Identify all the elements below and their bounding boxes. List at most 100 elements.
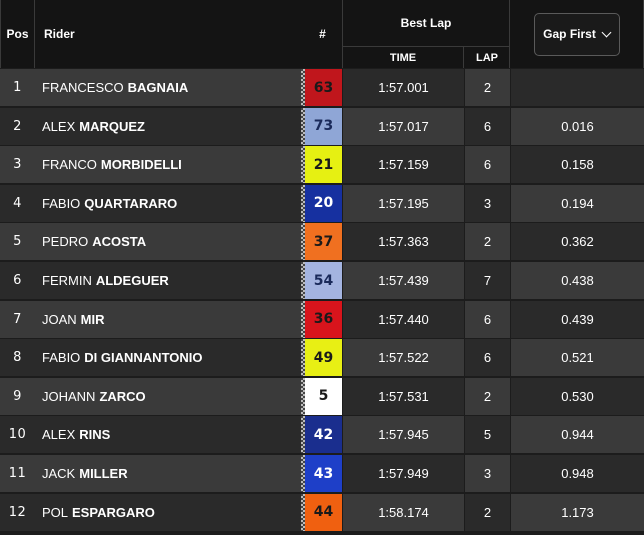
position: 10: [8, 427, 27, 443]
gap-header: Gap First: [510, 0, 644, 68]
checkered-flag-strip: [301, 184, 305, 222]
best-lap-number: 2: [483, 234, 492, 250]
rider-name[interactable]: ALEX RINS: [35, 416, 301, 453]
rider-name[interactable]: JOHANN ZARCO: [35, 378, 301, 415]
gap-first-dropdown[interactable]: Gap First: [533, 12, 620, 56]
rider-name[interactable]: POL ESPARGARO: [35, 494, 301, 531]
gap-to-first: 0.016: [561, 118, 594, 134]
best-lap-time: 1:57.522: [378, 350, 429, 366]
table-row[interactable]: 7 JOAN MIR 36 1:57.440 6 0.439: [0, 299, 644, 338]
rider-name[interactable]: FABIO QUARTARARO: [35, 185, 301, 222]
best-lap-number: 6: [483, 157, 492, 173]
table-row[interactable]: 3 FRANCO MORBIDELLI 21 1:57.159 6 0.158: [0, 145, 644, 184]
rider-number-badge: 37: [305, 223, 342, 261]
checkered-flag-strip: [301, 455, 305, 492]
table-row[interactable]: 4 FABIO QUARTARARO 20 1:57.195 3 0.194: [0, 183, 644, 222]
rider-first-name: FRANCESCO: [42, 80, 124, 95]
position: 2: [13, 118, 22, 134]
rider-name[interactable]: ALEX MARQUEZ: [35, 108, 301, 145]
position: 8: [13, 350, 22, 366]
rider-number-badge: 73: [305, 107, 342, 145]
table-row[interactable]: 12 POL ESPARGARO 44 1:58.174 2 1.173: [0, 492, 644, 531]
position: 11: [8, 466, 27, 481]
best-lap-header: Best Lap TIME LAP: [343, 0, 510, 68]
table-row[interactable]: 2 ALEX MARQUEZ 73 1:57.017 6 0.016: [0, 106, 644, 145]
best-lap-number: 2: [483, 388, 492, 404]
checkered-flag-strip: [301, 493, 305, 531]
best-lap-time: 1:57.945: [378, 427, 429, 443]
gap-to-first: 0.530: [561, 388, 594, 404]
best-lap-number: 3: [483, 195, 492, 211]
best-lap-number: 6: [483, 118, 492, 134]
rider-name[interactable]: FABIO DI GIANNANTONIO: [35, 339, 301, 376]
best-lap-time: 1:57.363: [378, 234, 429, 250]
rider-number-badge: 20: [305, 184, 342, 222]
best-lap-time: 1:57.195: [378, 195, 429, 211]
rider-number-badge: 43: [305, 455, 342, 492]
best-lap-number: 2: [483, 80, 492, 95]
gap-to-first: 0.948: [561, 466, 594, 481]
rider-last-name: MORBIDELLI: [100, 157, 182, 173]
rider-last-name: MILLER: [79, 466, 128, 481]
rider-name[interactable]: FERMIN ALDEGUER: [35, 262, 301, 299]
best-lap-number: 7: [483, 273, 492, 288]
table-row[interactable]: 5 PEDRO ACOSTA 37 1:57.363 2 0.362: [0, 222, 644, 261]
rider-first-name: FABIO: [42, 350, 81, 366]
gap-to-first: 0.944: [561, 427, 594, 443]
best-lap-time: 1:57.001: [378, 80, 429, 95]
lap-header: LAP: [476, 51, 498, 64]
checkered-flag-strip: [301, 146, 305, 184]
rider-last-name: MARQUEZ: [79, 118, 145, 134]
position: 12: [8, 504, 27, 520]
rider-name[interactable]: FRANCESCO BAGNAIA: [35, 69, 301, 106]
rider-last-name: ALDEGUER: [95, 273, 169, 288]
position: 9: [13, 388, 22, 404]
gap-to-first: 0.439: [561, 311, 594, 327]
best-lap-time: 1:57.949: [378, 466, 429, 481]
gap-to-first: 1.173: [561, 504, 594, 520]
rider-first-name: ALEX: [42, 118, 76, 134]
rider-last-name: QUARTARARO: [84, 195, 178, 211]
position: 5: [13, 234, 22, 250]
best-lap-time: 1:57.159: [378, 157, 429, 173]
chevron-down-icon: [601, 27, 612, 37]
best-lap-time: 1:58.174: [378, 504, 429, 520]
pos-header: Pos: [0, 0, 35, 68]
best-lap-number: 6: [483, 311, 492, 327]
rider-number-badge: 63: [305, 69, 342, 106]
rider-number-badge: 5: [305, 377, 342, 415]
checkered-flag-strip: [301, 223, 305, 261]
best-lap-number: 2: [483, 504, 492, 520]
rider-first-name: FABIO: [42, 195, 81, 211]
rider-first-name: JOAN: [42, 311, 77, 327]
rider-name[interactable]: JACK MILLER: [35, 455, 301, 492]
rider-name[interactable]: FRANCO MORBIDELLI: [35, 146, 301, 183]
table-header: Pos Rider # Best Lap TIME LAP Gap First: [0, 0, 644, 68]
table-row[interactable]: 8 FABIO DI GIANNANTONIO 49 1:57.522 6 0.521: [0, 338, 644, 377]
checkered-flag-strip: [301, 69, 305, 106]
position: 3: [13, 157, 22, 173]
gap-to-first: [511, 69, 644, 106]
table-row[interactable]: 1 FRANCESCO BAGNAIA 63 1:57.001 2: [0, 68, 644, 106]
rider-name[interactable]: PEDRO ACOSTA: [35, 223, 301, 260]
rider-first-name: JACK: [42, 466, 76, 481]
best-lap-number: 6: [483, 350, 492, 366]
checkered-flag-strip: [301, 262, 305, 299]
rider-number-badge: 36: [305, 300, 342, 338]
rider-number-badge: 42: [305, 416, 342, 454]
best-lap-time: 1:57.017: [378, 118, 429, 134]
rider-last-name: RINS: [79, 427, 111, 443]
table-row[interactable]: 6 FERMIN ALDEGUER 54 1:57.439 7 0.438: [0, 261, 644, 299]
best-lap-time: 1:57.531: [378, 388, 429, 404]
rider-first-name: ALEX: [42, 427, 76, 443]
checkered-flag-strip: [301, 107, 305, 145]
gap-to-first: 0.362: [561, 234, 594, 250]
checkered-flag-strip: [301, 377, 305, 415]
rider-name[interactable]: JOAN MIR: [35, 301, 301, 338]
table-row[interactable]: 9 JOHANN ZARCO 5 1:57.531 2 0.530: [0, 376, 644, 415]
rider-last-name: BAGNAIA: [127, 80, 189, 95]
table-row[interactable]: 10 ALEX RINS 42 1:57.945 5 0.944: [0, 415, 644, 454]
table-row[interactable]: 11 JACK MILLER 43 1:57.949 3 0.948: [0, 454, 644, 492]
rider-first-name: PEDRO: [42, 234, 89, 250]
